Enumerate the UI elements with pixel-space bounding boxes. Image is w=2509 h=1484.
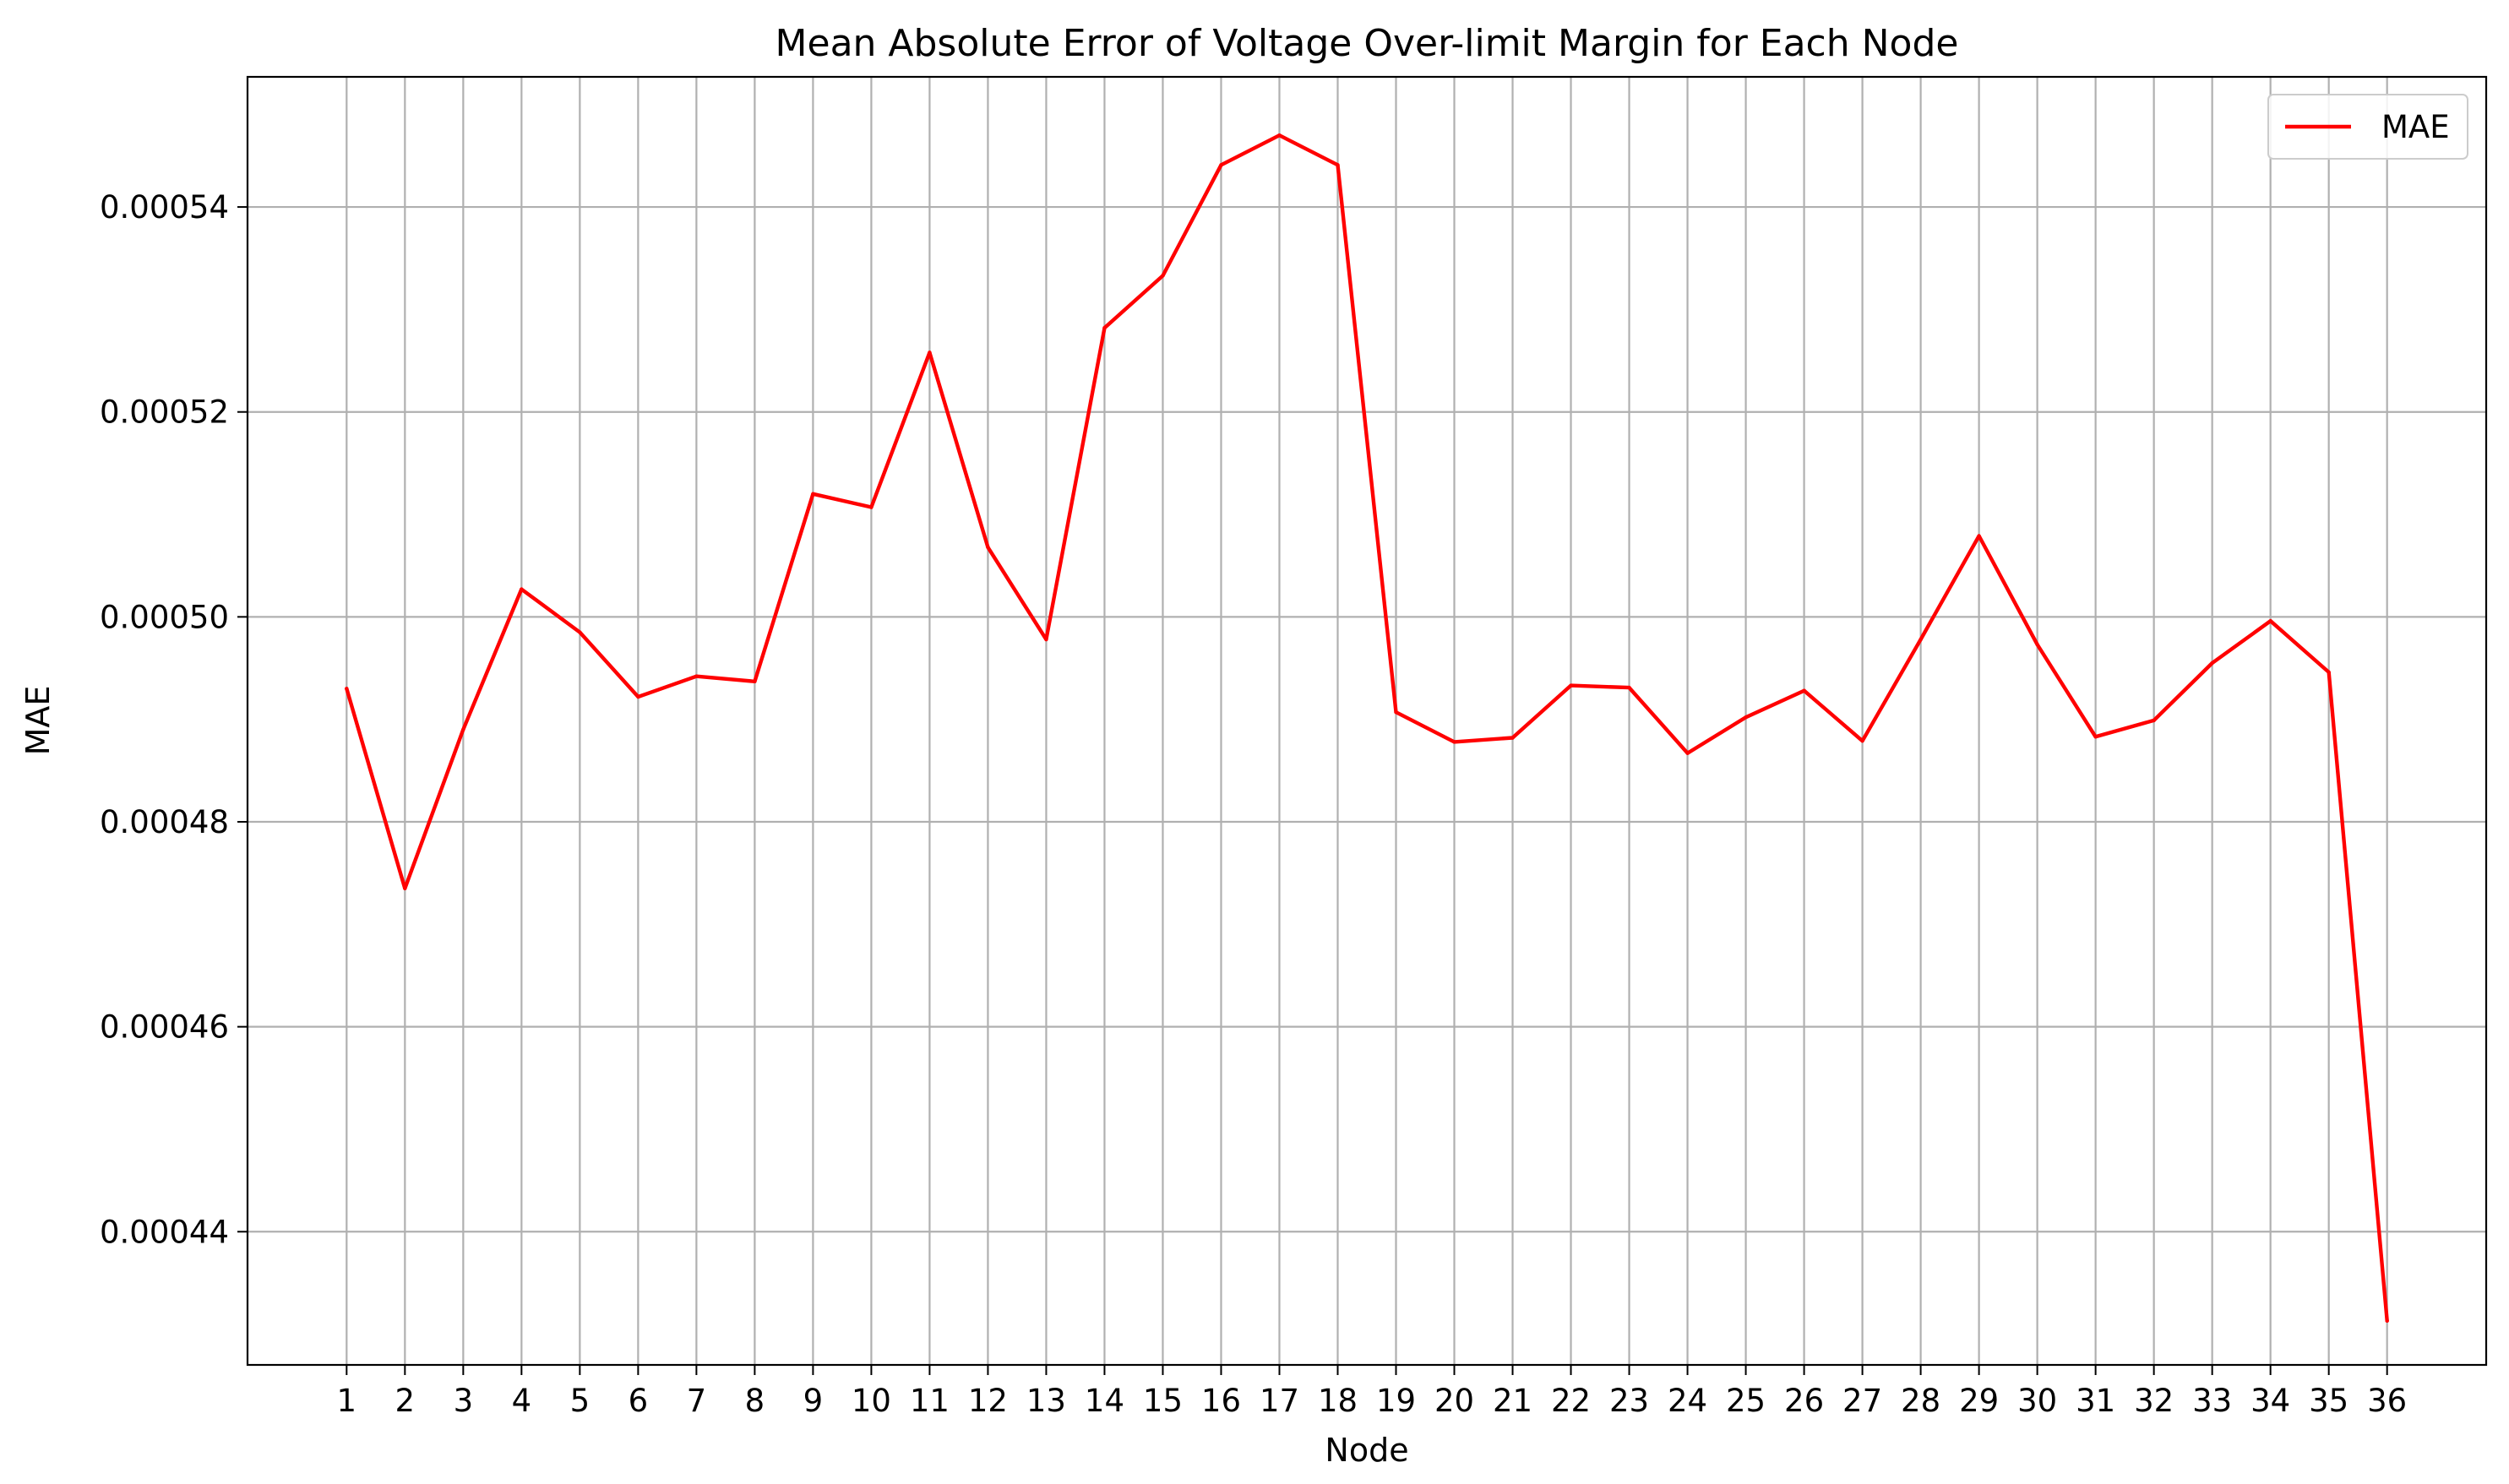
data-point [1744, 715, 1748, 720]
data-point [1044, 637, 1048, 642]
legend-label: MAE [2381, 109, 2450, 145]
x-tick-label: 22 [1551, 1383, 1591, 1419]
data-point [1860, 738, 1864, 743]
x-tick-label: 19 [1376, 1383, 1416, 1419]
x-tick-label: 23 [1609, 1383, 1649, 1419]
data-point [1802, 688, 1806, 693]
data-point [520, 587, 524, 591]
x-tick-label: 4 [512, 1383, 532, 1419]
x-tick-label: 30 [2017, 1383, 2057, 1419]
data-point [986, 545, 990, 550]
data-point [2268, 619, 2272, 623]
x-tick-label: 24 [1668, 1383, 1707, 1419]
x-tick-label: 25 [1726, 1383, 1766, 1419]
x-tick-label: 17 [1260, 1383, 1299, 1419]
data-point [2035, 642, 2039, 647]
data-point [1161, 274, 1165, 278]
data-point [1452, 740, 1456, 744]
chart-title: Mean Absolute Error of Voltage Over-limi… [776, 22, 1959, 65]
x-tick-label: 27 [1842, 1383, 1882, 1419]
x-tick-label: 14 [1085, 1383, 1124, 1419]
x-tick-label: 21 [1493, 1383, 1532, 1419]
data-point [753, 679, 757, 683]
y-tick-label: 0.00052 [100, 394, 229, 431]
y-axis-label: MAE [19, 686, 57, 756]
x-tick-label: 13 [1026, 1383, 1066, 1419]
data-point [2327, 670, 2331, 675]
x-tick-label: 3 [454, 1383, 474, 1419]
data-point [403, 886, 407, 891]
x-tick-label: 16 [1201, 1383, 1241, 1419]
x-tick-label: 34 [2250, 1383, 2290, 1419]
x-tick-label: 12 [968, 1383, 1008, 1419]
data-point [869, 505, 874, 509]
x-tick-label: 9 [803, 1383, 824, 1419]
data-point [1394, 709, 1398, 715]
data-point [636, 694, 640, 699]
data-point [2093, 735, 2098, 739]
x-tick-label: 26 [1784, 1383, 1824, 1419]
x-tick-label: 15 [1143, 1383, 1183, 1419]
x-tick-label: 31 [2076, 1383, 2115, 1419]
y-tick-label: 0.00054 [100, 189, 229, 226]
x-tick-label: 11 [910, 1383, 950, 1419]
data-point [1277, 133, 1282, 138]
data-point [2210, 660, 2214, 666]
data-point [578, 630, 582, 634]
y-axis: 0.00044 0.00046 0.00048 0.00050 0.00052 0.000… [100, 189, 248, 1250]
x-tick-label: 20 [1434, 1383, 1474, 1419]
legend: MAE [2267, 94, 2468, 160]
x-tick-label: 28 [1901, 1383, 1940, 1419]
x-tick-label: 36 [2367, 1383, 2407, 1419]
x-tick-label: 33 [2192, 1383, 2232, 1419]
x-tick-label: 1 [337, 1383, 357, 1419]
data-point [694, 674, 699, 678]
x-tick-label: 2 [395, 1383, 416, 1419]
data-point [811, 492, 815, 496]
data-point [1336, 163, 1340, 167]
data-point [1627, 685, 1631, 690]
series-line-mae [345, 133, 2389, 1324]
data-point [1102, 326, 1107, 330]
x-tick-label: 32 [2134, 1383, 2174, 1419]
y-tick-label: 0.00046 [100, 1009, 229, 1046]
grid [248, 77, 2486, 1365]
data-point [345, 687, 349, 691]
x-tick-label: 35 [2309, 1383, 2348, 1419]
data-point [461, 727, 465, 732]
x-axis: 1 2 3 4 5 6 7 8 9 10 11 12 13 14 15 16 17 18 19 20 21 22 23 24 2… [337, 1365, 2407, 1419]
x-tick-label: 8 [745, 1383, 765, 1419]
series-layer [345, 133, 2389, 1324]
x-tick-label: 6 [629, 1383, 649, 1419]
y-tick-label: 0.00048 [100, 804, 229, 840]
x-tick-label: 7 [687, 1383, 707, 1419]
data-point [2152, 718, 2156, 723]
y-tick-label: 0.00050 [100, 599, 229, 635]
plot-frame [246, 75, 2488, 1367]
data-point [1918, 637, 1923, 642]
data-point [1977, 534, 1981, 538]
legend-box [2267, 94, 2468, 160]
y-tick-label: 0.00044 [100, 1214, 229, 1250]
data-point [1685, 751, 1690, 755]
x-tick-label: 29 [1959, 1383, 1999, 1419]
x-tick-label: 18 [1318, 1383, 1358, 1419]
x-axis-label: Node [1325, 1432, 1408, 1469]
data-point [1569, 683, 1573, 688]
data-point [1219, 163, 1223, 167]
data-point [928, 351, 932, 355]
data-point [1510, 736, 1515, 740]
data-point [2385, 1318, 2389, 1324]
x-tick-label: 5 [570, 1383, 591, 1419]
x-tick-label: 10 [852, 1383, 891, 1419]
